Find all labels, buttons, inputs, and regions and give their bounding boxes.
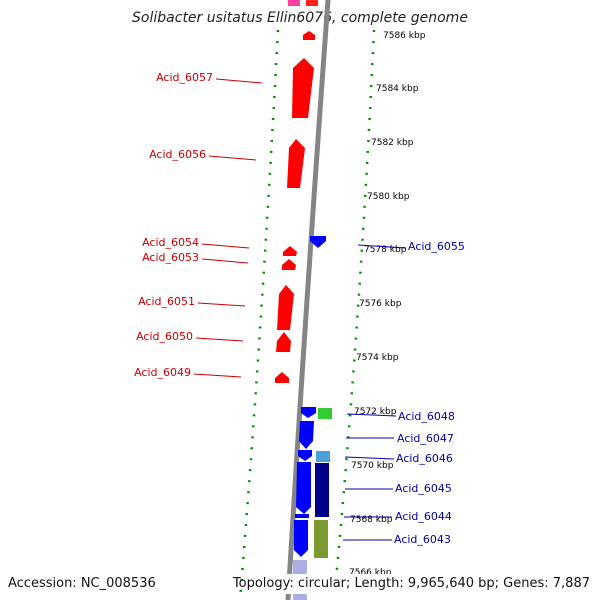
leader-line <box>215 78 263 84</box>
tick-label: 7578 kbp <box>364 245 407 255</box>
gene-feature <box>287 139 305 188</box>
gene-label[interactable]: Acid_6054 <box>142 236 199 249</box>
gene-feature <box>295 514 309 518</box>
outer-tick-track <box>332 29 376 600</box>
leader-line <box>195 337 244 342</box>
tick-label: 7572 kbp <box>354 407 397 417</box>
gene-label[interactable]: Acid_6048 <box>398 410 455 423</box>
gene-label[interactable]: Acid_6045 <box>395 482 452 495</box>
tick-label: 7566 kbp <box>349 568 392 578</box>
gene-label[interactable]: Acid_6044 <box>395 510 452 523</box>
gene-label[interactable]: Acid_6043 <box>394 533 451 546</box>
light-blue-feature <box>316 451 330 462</box>
gene-label[interactable]: Acid_6057 <box>156 71 213 84</box>
leader-line <box>197 302 246 307</box>
leader-line <box>357 244 407 249</box>
leader-line <box>201 258 249 264</box>
inner-dotted-track <box>238 29 280 600</box>
gene-label[interactable]: Acid_6051 <box>138 295 195 308</box>
gene-feature <box>299 421 314 449</box>
red-feature-partial <box>306 0 318 6</box>
dark-blue-feature <box>315 463 329 517</box>
genome-title: Solibacter usitatus Ellin6076, complete … <box>132 10 468 26</box>
tick-label: 7574 kbp <box>356 353 399 363</box>
gene-label[interactable]: Acid_6047 <box>397 432 454 445</box>
tick-label: 7586 kbp <box>383 31 426 41</box>
right-gene-labels: Acid_6055 Acid_6048 Acid_6047 Acid_6046 … <box>343 240 465 546</box>
tick-label: 7584 kbp <box>376 84 419 94</box>
green-feature <box>318 408 332 419</box>
left-gene-labels: Acid_6057 Acid_6056 Acid_6054 Acid_6053 … <box>134 71 263 379</box>
gene-feature <box>310 236 326 248</box>
footer-knockout <box>258 574 592 594</box>
leader-line <box>201 243 250 249</box>
pink-feature-partial <box>288 0 300 6</box>
leader-line <box>346 413 397 417</box>
gene-feature <box>283 246 297 256</box>
gene-feature <box>301 407 316 418</box>
gene-label[interactable]: Acid_6053 <box>142 251 199 264</box>
gene-feature <box>282 259 296 270</box>
gene-label[interactable]: Acid_6056 <box>149 148 206 161</box>
genome-backbone <box>285 0 331 600</box>
gene-feature <box>296 462 311 514</box>
gene-feature <box>298 450 312 461</box>
tick-label: 7580 kbp <box>367 192 410 202</box>
tick-label: 7582 kbp <box>371 138 414 148</box>
tick-label: 7568 kbp <box>350 515 393 525</box>
gene-label[interactable]: Acid_6046 <box>396 452 453 465</box>
gene-feature <box>303 31 315 40</box>
gene-feature <box>275 372 289 383</box>
leader-line <box>344 456 395 460</box>
leader-line <box>208 155 257 161</box>
leader-line <box>193 373 242 378</box>
gene-label[interactable]: Acid_6055 <box>408 240 465 253</box>
gene-label[interactable]: Acid_6049 <box>134 366 191 379</box>
gene-feature <box>292 58 314 118</box>
kbp-ticks: 7586 kbp 7584 kbp 7582 kbp 7580 kbp 7578… <box>349 31 426 578</box>
tick-label: 7570 kbp <box>351 461 394 471</box>
gene-feature <box>276 332 291 352</box>
accession-text: Accession: NC_008536 <box>8 576 156 591</box>
olive-feature <box>314 520 328 558</box>
topology-text: Topology: circular; Length: 9,965,640 bp… <box>232 576 590 591</box>
gene-label[interactable]: Acid_6050 <box>136 330 193 343</box>
gene-feature <box>277 285 294 330</box>
gene-feature <box>294 520 308 557</box>
tick-label: 7576 kbp <box>359 299 402 309</box>
